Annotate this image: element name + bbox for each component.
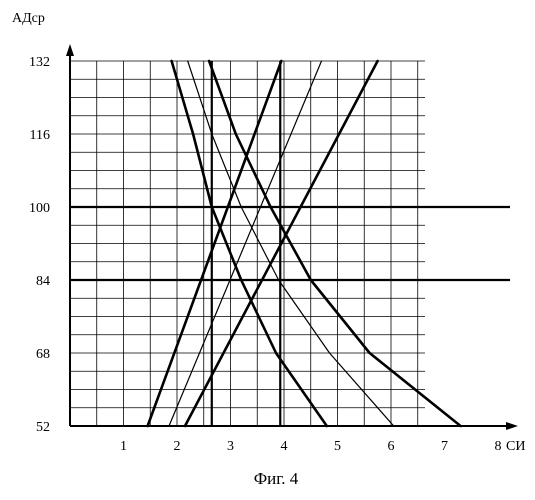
y-tick-label: 52 bbox=[36, 420, 50, 435]
x-tick-label: 7 bbox=[441, 439, 448, 454]
grid-lines bbox=[70, 61, 425, 426]
x-axis-arrow bbox=[506, 422, 518, 430]
y-axis-arrow bbox=[66, 44, 74, 56]
y-tick-label: 132 bbox=[29, 55, 50, 70]
axes bbox=[66, 44, 518, 430]
y-tick-label: 100 bbox=[29, 201, 50, 216]
x-tick-label: 3 bbox=[227, 439, 234, 454]
x-axis-label: СИ bbox=[506, 439, 525, 454]
x-tick-label: 5 bbox=[334, 439, 341, 454]
figure-caption: Фиг. 4 bbox=[254, 469, 299, 488]
x-tick-label: 2 bbox=[174, 439, 181, 454]
x-tick-label: 8 bbox=[495, 439, 502, 454]
y-tick-label: 84 bbox=[36, 274, 50, 289]
y-tick-label: 116 bbox=[30, 128, 50, 143]
y-tick-label: 68 bbox=[36, 347, 50, 362]
y-axis-label: АДср bbox=[12, 11, 45, 26]
x-tick-label: 6 bbox=[388, 439, 395, 454]
x-tick-label: 4 bbox=[281, 439, 288, 454]
x-tick-label: 1 bbox=[120, 439, 127, 454]
